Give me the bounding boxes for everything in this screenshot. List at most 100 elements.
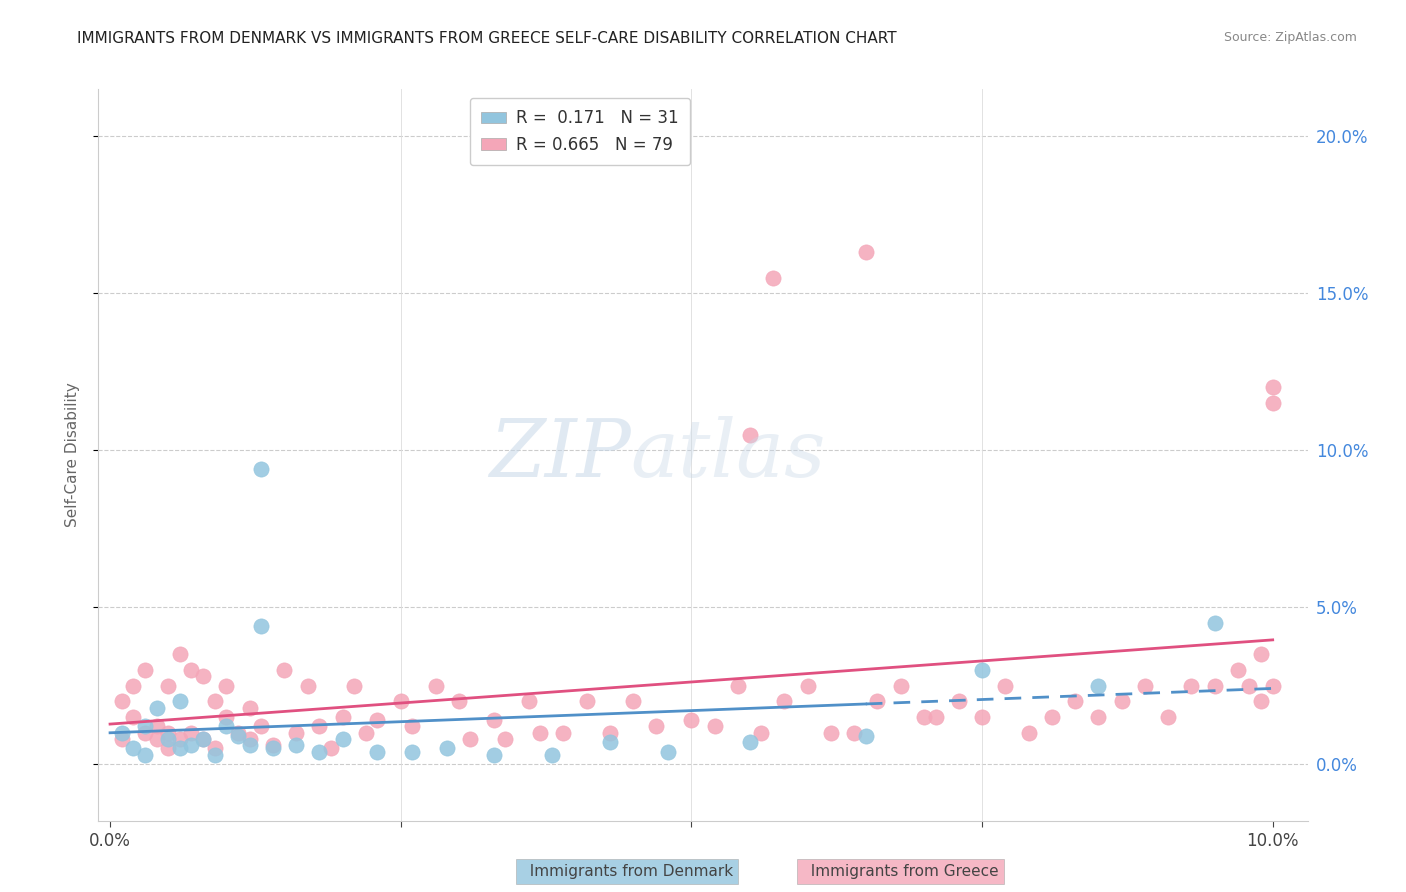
Legend: R =  0.171   N = 31, R = 0.665   N = 79: R = 0.171 N = 31, R = 0.665 N = 79	[470, 97, 690, 165]
Point	[239, 731, 262, 746]
Point	[250, 719, 273, 733]
Point	[820, 725, 842, 739]
Point	[215, 679, 238, 693]
Point	[145, 700, 167, 714]
Point	[738, 427, 761, 442]
Point	[239, 700, 262, 714]
Point	[191, 731, 214, 746]
Point	[332, 710, 354, 724]
Point	[599, 725, 621, 739]
Point	[657, 745, 679, 759]
Point	[1261, 679, 1284, 693]
Point	[285, 725, 308, 739]
Point	[134, 747, 156, 762]
Point	[425, 679, 447, 693]
Point	[599, 735, 621, 749]
Point	[517, 694, 540, 708]
Point	[145, 731, 167, 746]
Point	[122, 679, 145, 693]
Point	[157, 725, 180, 739]
Point	[494, 731, 516, 746]
Point	[436, 741, 458, 756]
Point	[215, 719, 238, 733]
Point	[1040, 710, 1063, 724]
Text: Source: ZipAtlas.com: Source: ZipAtlas.com	[1223, 31, 1357, 45]
Point	[1157, 710, 1180, 724]
Point	[1087, 679, 1109, 693]
Point	[262, 741, 284, 756]
Point	[855, 245, 877, 260]
Point	[111, 725, 134, 739]
Point	[762, 270, 785, 285]
Point	[343, 679, 366, 693]
Text: Immigrants from Denmark: Immigrants from Denmark	[520, 864, 734, 879]
Point	[169, 741, 191, 756]
Point	[111, 731, 134, 746]
Point	[773, 694, 796, 708]
Point	[1250, 694, 1272, 708]
Point	[575, 694, 598, 708]
Point	[1250, 647, 1272, 661]
Point	[1261, 396, 1284, 410]
Point	[308, 719, 330, 733]
Point	[285, 739, 308, 753]
Point	[645, 719, 668, 733]
Point	[180, 739, 202, 753]
Point	[460, 731, 482, 746]
Point	[157, 731, 180, 746]
Point	[1180, 679, 1202, 693]
Point	[157, 741, 180, 756]
Point	[319, 741, 342, 756]
Text: Immigrants from Greece: Immigrants from Greece	[801, 864, 1000, 879]
Point	[681, 713, 703, 727]
Point	[332, 731, 354, 746]
Point	[180, 663, 202, 677]
Point	[1226, 663, 1249, 677]
Point	[226, 725, 249, 739]
Point	[924, 710, 946, 724]
Point	[553, 725, 575, 739]
Point	[1018, 725, 1040, 739]
Point	[250, 462, 273, 476]
Point	[529, 725, 551, 739]
Point	[621, 694, 644, 708]
Point	[226, 729, 249, 743]
Point	[204, 694, 226, 708]
Point	[1204, 615, 1226, 630]
Point	[912, 710, 935, 724]
Point	[948, 694, 970, 708]
Point	[738, 735, 761, 749]
Point	[169, 647, 191, 661]
Point	[796, 679, 818, 693]
Point	[180, 725, 202, 739]
Point	[145, 719, 167, 733]
Point	[297, 679, 319, 693]
Point	[401, 719, 423, 733]
Point	[1087, 710, 1109, 724]
Point	[482, 713, 505, 727]
Point	[262, 739, 284, 753]
Point	[122, 741, 145, 756]
Point	[111, 694, 134, 708]
Point	[250, 619, 273, 633]
Point	[970, 663, 993, 677]
Point	[1133, 679, 1156, 693]
Point	[1261, 380, 1284, 394]
Point	[866, 694, 889, 708]
Point	[844, 725, 866, 739]
Point	[482, 747, 505, 762]
Point	[401, 745, 423, 759]
Point	[389, 694, 412, 708]
Point	[308, 745, 330, 759]
Point	[727, 679, 749, 693]
Text: atlas: atlas	[630, 417, 825, 493]
Point	[354, 725, 377, 739]
Point	[157, 679, 180, 693]
Point	[366, 713, 388, 727]
Point	[855, 729, 877, 743]
Point	[134, 719, 156, 733]
Point	[134, 663, 156, 677]
Point	[239, 739, 262, 753]
Point	[169, 731, 191, 746]
Y-axis label: Self-Care Disability: Self-Care Disability	[65, 383, 80, 527]
